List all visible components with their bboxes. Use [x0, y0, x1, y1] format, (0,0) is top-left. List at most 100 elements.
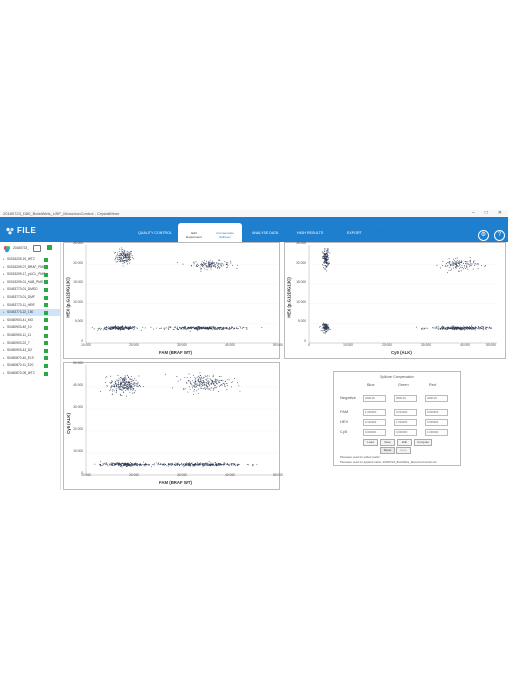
select-all-checkbox[interactable]: [47, 245, 52, 250]
nav-export[interactable]: EXPORT: [347, 231, 362, 235]
fam-blue-field[interactable]: 1.000000: [363, 409, 386, 416]
droplet-point: [111, 381, 113, 383]
help-icon[interactable]: ?: [494, 230, 505, 241]
droplet-point: [471, 264, 473, 266]
sample-checkbox[interactable]: [44, 325, 48, 330]
droplet-point: [181, 327, 183, 329]
sample-label: S0450903-40_10: [7, 325, 32, 330]
sample-label: S0015209-17_pLICL_PMO: [7, 272, 46, 277]
negative-blue-field[interactable]: 4000.00: [363, 395, 386, 402]
scatter-cy5-hex-svg[interactable]: [285, 243, 505, 358]
droplet-point: [191, 327, 193, 328]
sample-checkbox[interactable]: [44, 318, 48, 323]
nav-high-results[interactable]: HIGH RESULTS: [297, 231, 324, 235]
fam-red-field[interactable]: 0.000000: [425, 409, 448, 416]
file-menu-button[interactable]: FILE: [17, 226, 37, 235]
compensate-spillover-button[interactable]: Compensate Spillover: [216, 231, 234, 239]
edit-experiment-button[interactable]: Edit Experiment: [186, 231, 202, 239]
hex-red-field[interactable]: 0.000000: [425, 419, 448, 426]
apply-button[interactable]: Apply: [396, 447, 411, 454]
sample-list-item[interactable]: ▸ S0450903-41_MO: [0, 317, 60, 324]
fam-green-field[interactable]: 0.012000: [394, 409, 417, 416]
sample-list-item[interactable]: ▸ S0450903-40_10: [0, 324, 60, 331]
sample-list-item[interactable]: ▸ S0015209-19_WT2: [0, 256, 60, 263]
sample-list-item[interactable]: ▸ S0453773-11_HEIF: [0, 302, 60, 309]
droplet-point: [204, 464, 206, 466]
minimize-button[interactable]: –: [471, 210, 475, 216]
nav-quality-control[interactable]: QUALITY CONTROL: [138, 231, 172, 235]
droplet-point: [236, 326, 238, 328]
sample-list-item[interactable]: ▸ S0450903-43_D2: [0, 347, 60, 354]
droplet-point: [180, 328, 182, 330]
sample-list-item[interactable]: ▸ S0450870-11_E20: [0, 362, 60, 369]
droplet-point: [112, 381, 114, 382]
compute-button[interactable]: Compute: [414, 439, 432, 446]
sample-list-item[interactable]: ▸ S0450870-40_E19: [0, 355, 60, 362]
hex-blue-field[interactable]: 0.130000: [363, 419, 386, 426]
droplet-point: [106, 329, 108, 331]
sample-checkbox[interactable]: [44, 310, 48, 315]
droplet-point: [200, 327, 202, 329]
close-button[interactable]: ✕: [497, 210, 502, 216]
droplet-point: [176, 326, 178, 328]
droplet-point: [178, 465, 180, 467]
load-button[interactable]: Load: [363, 439, 378, 446]
y-tick: 0: [304, 338, 306, 343]
sample-checkbox[interactable]: [44, 265, 48, 270]
nav-analyse-data[interactable]: ANALYSE DATA: [252, 231, 279, 235]
droplet-point: [327, 252, 329, 253]
sample-checkbox[interactable]: [44, 371, 48, 376]
sample-list-item[interactable]: ▸ S0450870-05_WT2: [0, 370, 60, 377]
maximize-button[interactable]: □: [484, 210, 488, 216]
droplet-point: [138, 465, 140, 467]
droplet-point: [192, 387, 194, 389]
droplet-point: [213, 464, 215, 466]
sample-checkbox[interactable]: [44, 287, 48, 292]
sample-list-item[interactable]: ▸ S0450903-22_7: [0, 340, 60, 347]
sample-checkbox[interactable]: [44, 363, 48, 368]
droplet-point: [123, 378, 125, 380]
sample-checkbox[interactable]: [44, 272, 48, 277]
sample-list-item[interactable]: ▸ S0453773-01_DMSO: [0, 286, 60, 293]
monitor-icon[interactable]: [33, 245, 41, 252]
droplet-point: [206, 462, 208, 464]
negative-green-field[interactable]: 3900.00: [394, 395, 417, 402]
negative-red-field[interactable]: 4200.00: [425, 395, 448, 402]
sample-label: S0450870-05_WT2: [7, 371, 35, 375]
droplet-point: [173, 464, 175, 466]
sample-list-item[interactable]: ▸ S0450903-11_11: [0, 332, 60, 339]
droplet-point: [131, 380, 133, 382]
sample-list-item[interactable]: ▸ S0453773-22_150: [0, 309, 60, 317]
sample-list-item[interactable]: ▸ S0453773-01_DMF: [0, 294, 60, 301]
sample-checkbox[interactable]: [44, 303, 48, 308]
reset-button[interactable]: Reset: [380, 447, 395, 454]
scatter-fam-hex-svg[interactable]: [64, 243, 279, 358]
scatter-fam-cy5-svg[interactable]: [64, 363, 279, 489]
sample-checkbox[interactable]: [44, 356, 48, 361]
droplet-point: [215, 266, 217, 268]
sample-checkbox[interactable]: [44, 341, 48, 346]
gear-icon[interactable]: ⚙: [478, 230, 489, 241]
hex-green-field[interactable]: 1.000000: [394, 419, 417, 426]
edit-button[interactable]: Edit: [397, 439, 412, 446]
sample-list-item[interactable]: ▸ S0015209-01_KAB_PMO: [0, 279, 60, 286]
droplet-point: [169, 327, 171, 329]
droplet-point: [229, 327, 231, 328]
save-button[interactable]: Save: [380, 439, 395, 446]
droplet-point: [144, 465, 146, 467]
droplet-point: [455, 263, 457, 265]
sample-checkbox[interactable]: [44, 257, 48, 262]
sample-list-item[interactable]: ▸ S0015209-17_pLICL_PMO: [0, 271, 60, 278]
sample-checkbox[interactable]: [44, 280, 48, 285]
droplet-point: [219, 380, 221, 381]
cy5-red-field[interactable]: 1.000000: [425, 429, 448, 436]
sample-checkbox[interactable]: [44, 348, 48, 353]
sample-checkbox[interactable]: [44, 333, 48, 338]
cy5-blue-field[interactable]: 0.000000: [363, 429, 386, 436]
droplet-point: [122, 386, 124, 388]
droplet-point: [469, 328, 471, 330]
cy5-green-field[interactable]: 0.000000: [394, 429, 417, 436]
sample-list-item[interactable]: ▸ S0015209-07_BRAF_PMO: [0, 264, 60, 271]
droplet-point: [485, 329, 487, 330]
sample-checkbox[interactable]: [44, 295, 48, 300]
